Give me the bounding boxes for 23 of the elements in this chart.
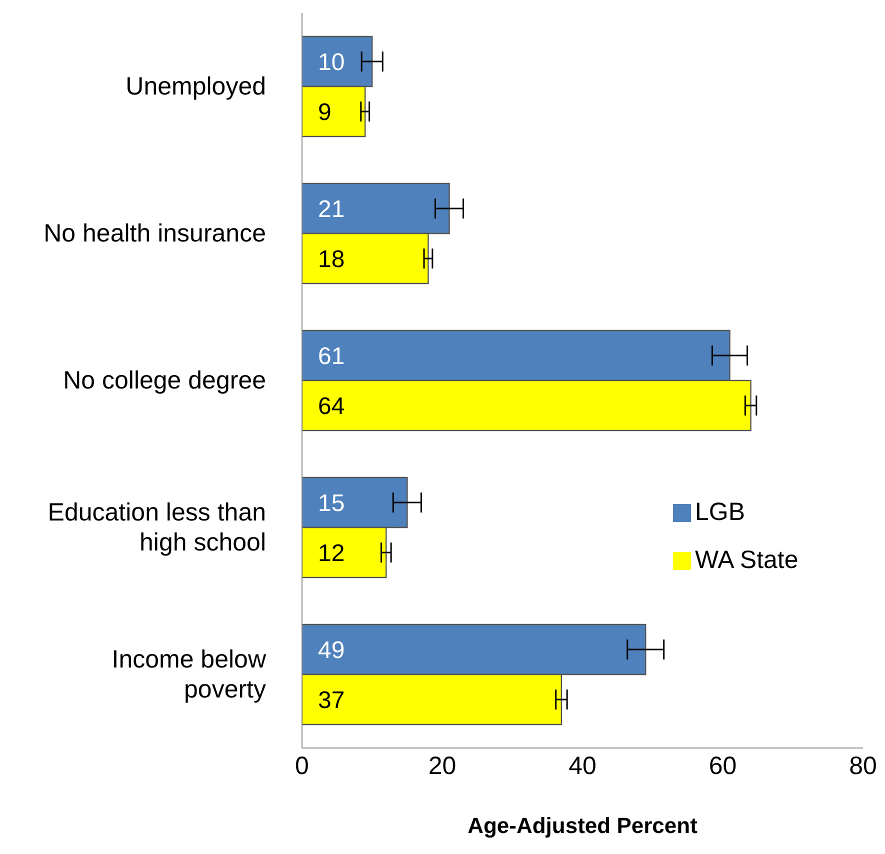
x-tick-label: 60 xyxy=(708,752,737,780)
data-label: 37 xyxy=(318,687,345,714)
y-tick-label: No college degree xyxy=(63,366,266,394)
y-tick-label: Unemployed xyxy=(126,72,266,100)
data-label: 49 xyxy=(318,637,345,664)
x-tick-label: 20 xyxy=(428,752,456,780)
legend-label: WA State xyxy=(695,546,798,574)
data-label: 21 xyxy=(318,196,345,224)
y-tick-label: Education less than high school xyxy=(48,498,266,556)
data-label: 12 xyxy=(318,540,345,568)
data-label: 61 xyxy=(318,343,345,370)
x-tick-label: 0 xyxy=(295,752,309,780)
x-tick-label: 40 xyxy=(568,752,596,780)
data-label: 10 xyxy=(318,49,345,76)
data-label: 18 xyxy=(318,246,345,274)
y-tick-label: No health insurance xyxy=(44,220,266,248)
x-tick-label: 80 xyxy=(849,752,877,780)
data-label: 9 xyxy=(318,99,332,126)
legend-label: LGB xyxy=(695,498,746,526)
data-label: 15 xyxy=(318,490,345,518)
x-axis-title: Age-Adjusted Percent xyxy=(468,813,698,838)
y-tick-label: Income below poverty xyxy=(112,646,267,704)
data-label: 64 xyxy=(318,393,345,420)
